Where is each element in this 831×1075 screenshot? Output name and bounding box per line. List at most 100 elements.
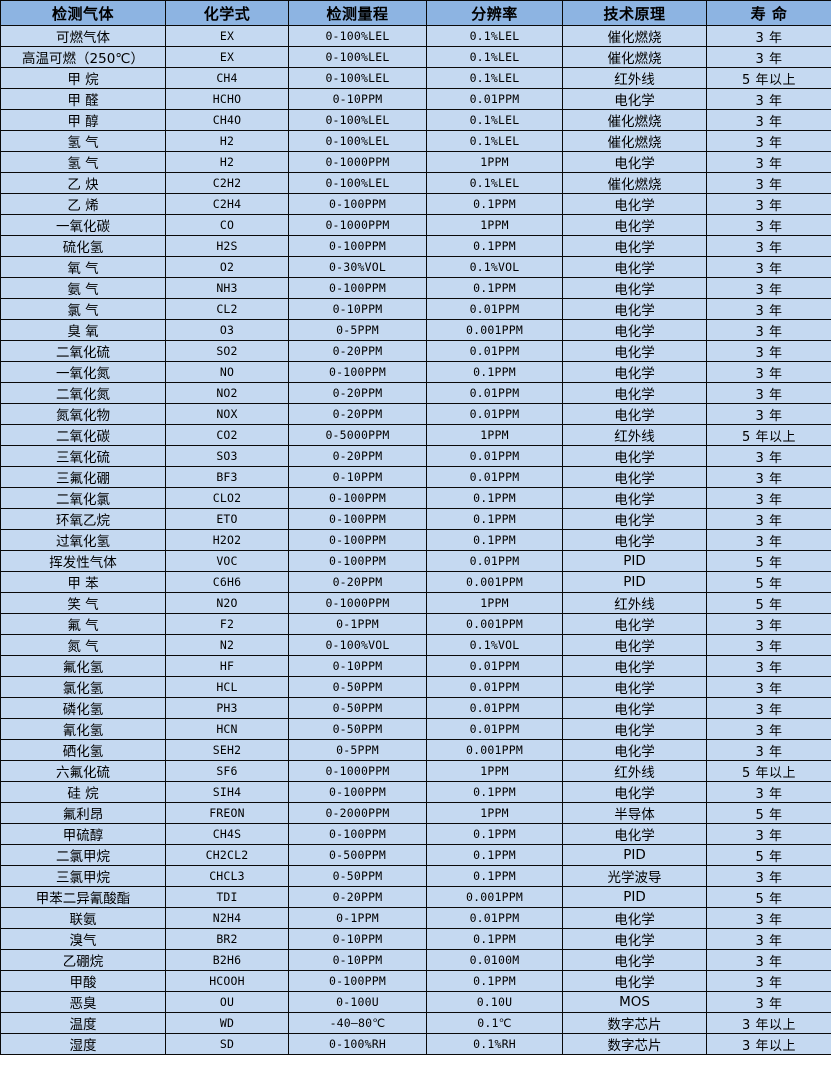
table-row: 溴气 BR2 0-10PPM 0.1PPM 电化学 3 年 (0, 928, 831, 950)
cell-res: 0.1PPM (426, 823, 563, 845)
cell-range: 0-100PPM (288, 508, 427, 530)
cell-formula: ETO (165, 508, 289, 530)
table-row: 环氧乙烷 ETO 0-100PPM 0.1PPM 电化学 3 年 (0, 508, 831, 530)
table-row: 高温可燃（250℃） EX 0-100%LEL 0.1%LEL 催化燃烧 3 年 (0, 46, 831, 68)
column-header-formula: 化学式 (165, 0, 289, 26)
cell-res: 0.1℃ (426, 1012, 563, 1034)
cell-formula: CH4S (165, 823, 289, 845)
cell-tech: 电化学 (562, 319, 707, 341)
cell-life: 3 年 (706, 151, 831, 173)
table-row: 乙 炔 C2H2 0-100%LEL 0.1%LEL 催化燃烧 3 年 (0, 172, 831, 194)
table-row: 过氧化氢 H2O2 0-100PPM 0.1PPM 电化学 3 年 (0, 529, 831, 551)
cell-formula: N2H4 (165, 907, 289, 929)
cell-range: 0-100PPM (288, 361, 427, 383)
cell-res: 1PPM (426, 592, 563, 614)
column-header-gas: 检测气体 (0, 0, 166, 26)
cell-range: 0-1000PPM (288, 592, 427, 614)
table-row: 氰化氢 HCN 0-50PPM 0.01PPM 电化学 3 年 (0, 718, 831, 740)
cell-gas: 笑 气 (0, 592, 166, 614)
cell-range: 0-20PPM (288, 886, 427, 908)
cell-range: 0-100PPM (288, 487, 427, 509)
cell-gas: 联氨 (0, 907, 166, 929)
cell-gas: 二氯甲烷 (0, 844, 166, 866)
cell-formula: NH3 (165, 277, 289, 299)
cell-gas: 氮 气 (0, 634, 166, 656)
cell-formula: EX (165, 25, 289, 47)
cell-range: 0-10PPM (288, 298, 427, 320)
cell-life: 3 年 (706, 655, 831, 677)
table-row: 三氟化硼 BF3 0-10PPM 0.01PPM 电化学 3 年 (0, 466, 831, 488)
cell-gas: 硒化氢 (0, 739, 166, 761)
cell-life: 3 年 (706, 487, 831, 509)
table-row: 一氧化碳 CO 0-1000PPM 1PPM 电化学 3 年 (0, 214, 831, 236)
cell-range: 0-5PPM (288, 739, 427, 761)
table-body: 可燃气体 EX 0-100%LEL 0.1%LEL 催化燃烧 3 年高温可燃（250℃） E… (0, 25, 831, 1055)
cell-life: 3 年 (706, 277, 831, 299)
cell-gas: 氟 气 (0, 613, 166, 635)
table-row: 二氧化碳 CO2 0-5000PPM 1PPM 红外线 5 年以上 (0, 424, 831, 446)
cell-range: -40—80℃ (288, 1012, 427, 1034)
cell-life: 5 年以上 (706, 424, 831, 446)
table-row: 氢 气 H2 0-1000PPM 1PPM 电化学 3 年 (0, 151, 831, 173)
cell-life: 5 年 (706, 550, 831, 572)
cell-res: 1PPM (426, 802, 563, 824)
table-row: 磷化氢 PH3 0-50PPM 0.01PPM 电化学 3 年 (0, 697, 831, 719)
cell-tech: 电化学 (562, 718, 707, 740)
cell-range: 0-1000PPM (288, 214, 427, 236)
cell-gas: 氢 气 (0, 130, 166, 152)
cell-life: 3 年 (706, 109, 831, 131)
cell-range: 0-10PPM (288, 88, 427, 110)
cell-range: 0-20PPM (288, 382, 427, 404)
cell-res: 0.1%LEL (426, 46, 563, 68)
cell-life: 3 年 (706, 529, 831, 551)
cell-life: 3 年 (706, 697, 831, 719)
cell-range: 0-20PPM (288, 445, 427, 467)
table-row: 氯 气 CL2 0-10PPM 0.01PPM 电化学 3 年 (0, 298, 831, 320)
cell-life: 3 年 (706, 361, 831, 383)
cell-range: 0-100%LEL (288, 67, 427, 89)
cell-tech: 催化燃烧 (562, 25, 707, 47)
cell-gas: 氢 气 (0, 151, 166, 173)
cell-life: 3 年 (706, 235, 831, 257)
cell-res: 0.1%VOL (426, 634, 563, 656)
cell-res: 0.01PPM (426, 88, 563, 110)
cell-range: 0-100%RH (288, 1033, 427, 1055)
table-row: 挥发性气体 VOC 0-100PPM 0.01PPM PID 5 年 (0, 550, 831, 572)
cell-tech: 电化学 (562, 235, 707, 257)
column-header-lifetime: 寿 命 (706, 0, 831, 26)
cell-range: 0-5PPM (288, 319, 427, 341)
cell-life: 3 年 (706, 613, 831, 635)
cell-range: 0-500PPM (288, 844, 427, 866)
cell-tech: 红外线 (562, 760, 707, 782)
cell-res: 0.1PPM (426, 277, 563, 299)
cell-res: 0.1PPM (426, 928, 563, 950)
cell-range: 0-100PPM (288, 970, 427, 992)
cell-range: 0-2000PPM (288, 802, 427, 824)
cell-formula: H2S (165, 235, 289, 257)
cell-tech: 电化学 (562, 907, 707, 929)
cell-res: 0.001PPM (426, 319, 563, 341)
cell-formula: CH4 (165, 67, 289, 89)
cell-formula: FREON (165, 802, 289, 824)
table-row: 氮氧化物 NOX 0-20PPM 0.01PPM 电化学 3 年 (0, 403, 831, 425)
cell-res: 0.1PPM (426, 529, 563, 551)
cell-gas: 一氧化碳 (0, 214, 166, 236)
cell-tech: 红外线 (562, 67, 707, 89)
table-row: 氢 气 H2 0-100%LEL 0.1%LEL 催化燃烧 3 年 (0, 130, 831, 152)
table-row: 氟 气 F2 0-1PPM 0.001PPM 电化学 3 年 (0, 613, 831, 635)
cell-gas: 氯 气 (0, 298, 166, 320)
cell-range: 0-100PPM (288, 235, 427, 257)
cell-range: 0-100PPM (288, 277, 427, 299)
table-row: 乙 烯 C2H4 0-100PPM 0.1PPM 电化学 3 年 (0, 193, 831, 215)
cell-range: 0-10PPM (288, 928, 427, 950)
cell-res: 0.1%LEL (426, 109, 563, 131)
cell-life: 3 年 (706, 970, 831, 992)
table-row: 甲苯二异氰酸酯 TDI 0-20PPM 0.001PPM PID 5 年 (0, 886, 831, 908)
table-row: 乙硼烷 B2H6 0-10PPM 0.0100M 电化学 3 年 (0, 949, 831, 971)
cell-res: 0.01PPM (426, 340, 563, 362)
cell-range: 0-100%LEL (288, 25, 427, 47)
table-row: 三氧化硫 SO3 0-20PPM 0.01PPM 电化学 3 年 (0, 445, 831, 467)
cell-formula: H2O2 (165, 529, 289, 551)
cell-formula: HCHO (165, 88, 289, 110)
